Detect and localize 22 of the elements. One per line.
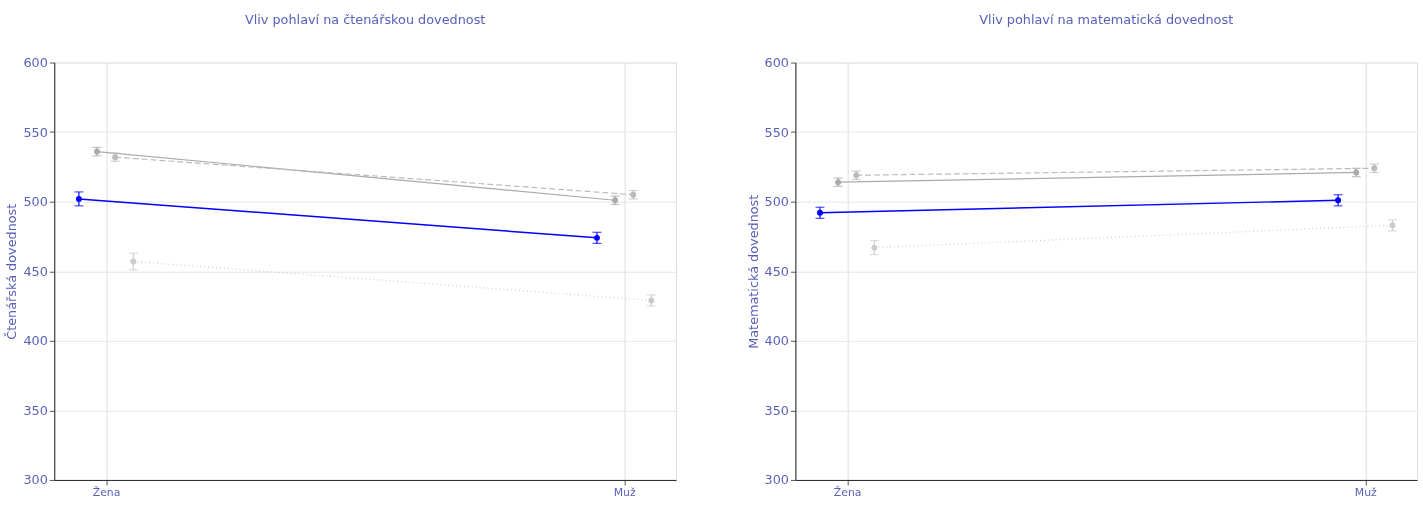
y-axis-title: Matematická dovednost xyxy=(745,194,761,349)
y-axis-title: Čtenářská dovednost xyxy=(4,203,20,340)
y-tick-label: 400 xyxy=(23,333,48,349)
x-tick-label: Žena xyxy=(92,486,121,500)
y-tick-label: 300 xyxy=(23,472,48,488)
x-tick-label: Žena xyxy=(833,486,862,500)
chart-title: Vliv pohlaví na matematická dovednost xyxy=(979,12,1234,28)
y-tick-label: 450 xyxy=(23,263,48,279)
y-tick-label: 500 xyxy=(764,194,789,210)
y-tick-label: 350 xyxy=(764,402,789,418)
y-tick-label: 550 xyxy=(23,124,48,140)
y-tick-label: 550 xyxy=(764,124,789,140)
y-tick-label: 300 xyxy=(764,472,789,488)
y-tick-label: 450 xyxy=(764,263,789,279)
x-tick-label: Muž xyxy=(613,486,636,500)
x-tick-label: Muž xyxy=(1354,486,1378,500)
y-tick-label: 350 xyxy=(23,402,48,418)
y-tick-label: 500 xyxy=(23,194,48,210)
chart-title: Vliv pohlaví na čtenářskou dovednost xyxy=(244,12,486,28)
y-tick-label: 400 xyxy=(764,333,789,349)
y-tick-label: 600 xyxy=(23,54,48,70)
y-tick-label: 600 xyxy=(764,54,789,70)
